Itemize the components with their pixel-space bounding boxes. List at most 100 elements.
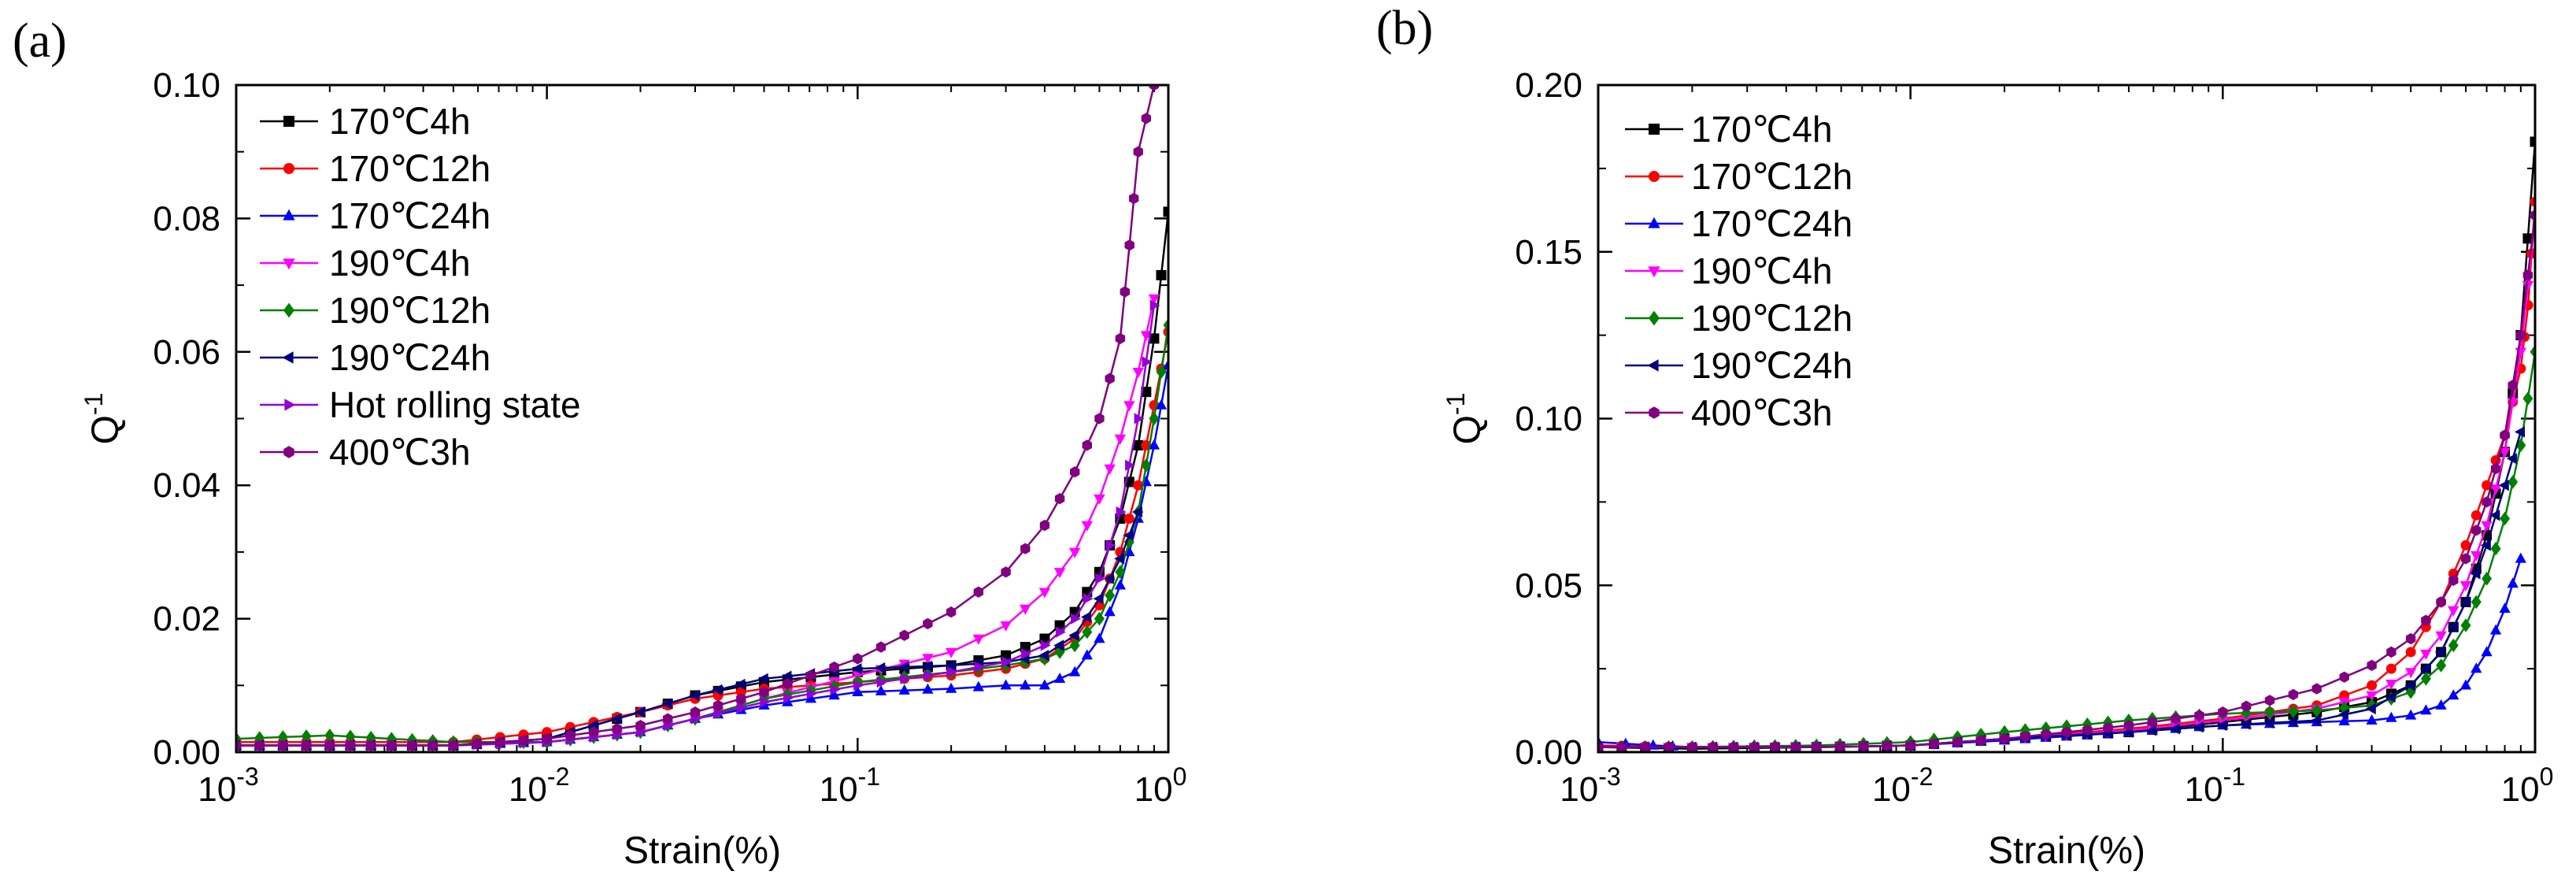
legend-label: 170℃4h xyxy=(329,101,471,142)
legend-item: 170℃24h xyxy=(260,195,490,236)
data-point xyxy=(2217,716,2229,727)
data-point xyxy=(1021,647,1032,660)
data-point xyxy=(2337,709,2348,721)
data-point xyxy=(1598,741,1604,752)
data-point xyxy=(714,707,724,719)
data-point xyxy=(1070,466,1080,478)
data-point xyxy=(972,680,984,691)
data-point xyxy=(2366,691,2378,702)
data-point xyxy=(2506,453,2517,465)
data-point xyxy=(830,684,841,695)
data-point xyxy=(236,740,242,751)
data-point xyxy=(2522,280,2534,291)
data-point xyxy=(806,688,817,699)
data-point xyxy=(1020,543,1031,554)
data-point xyxy=(2470,568,2481,580)
data-point xyxy=(1040,639,1051,651)
data-point xyxy=(1082,439,1092,451)
data-point xyxy=(1115,565,1126,580)
data-point xyxy=(689,689,700,702)
data-point xyxy=(1020,604,1031,615)
data-point xyxy=(1728,741,1739,752)
data-point xyxy=(805,692,817,703)
data-point xyxy=(2471,510,2482,521)
data-point xyxy=(1123,401,1135,412)
data-point xyxy=(1054,645,1065,659)
data-point xyxy=(1114,553,1125,565)
data-point xyxy=(1976,735,1986,747)
data-point xyxy=(1812,741,1822,752)
data-point xyxy=(1105,588,1116,602)
data-point xyxy=(2385,711,2397,722)
data-point xyxy=(875,641,886,653)
data-point xyxy=(2447,621,2458,633)
data-point xyxy=(1133,439,1144,450)
data-point xyxy=(1141,113,1151,124)
data-point xyxy=(757,673,768,684)
data-point xyxy=(2499,602,2511,614)
legend-label: 170℃24h xyxy=(1691,203,1852,244)
data-point xyxy=(277,730,288,744)
data-point xyxy=(1081,649,1093,660)
legend-marker xyxy=(1648,217,1660,228)
data-point xyxy=(852,686,864,696)
data-point xyxy=(2194,710,2204,721)
data-point xyxy=(1790,741,1801,752)
data-point xyxy=(946,682,957,693)
y-tick-label: 0.00 xyxy=(1515,733,1582,772)
data-point xyxy=(2366,714,2378,725)
data-point xyxy=(1929,738,1939,750)
data-point xyxy=(2530,345,2535,359)
data-point xyxy=(828,689,840,700)
legend-item: 170℃12h xyxy=(260,148,490,189)
data-point xyxy=(565,729,576,741)
data-point xyxy=(2471,551,2482,562)
legend-label: 170℃4h xyxy=(1691,109,1833,150)
data-point xyxy=(1083,593,1094,605)
data-point xyxy=(1162,358,1168,369)
data-point xyxy=(345,729,356,743)
data-point xyxy=(427,740,438,751)
data-point xyxy=(1081,611,1091,623)
data-point xyxy=(2460,618,2471,632)
data-point xyxy=(2264,695,2275,706)
data-point xyxy=(2041,721,2052,736)
data-point xyxy=(661,698,672,710)
data-point xyxy=(366,740,376,751)
data-point xyxy=(2421,614,2431,626)
data-point xyxy=(1000,621,1012,632)
data-point xyxy=(1834,741,1845,752)
data-point xyxy=(1664,741,1674,752)
data-point xyxy=(1149,85,1160,91)
data-point xyxy=(875,684,887,695)
data-point xyxy=(1142,356,1153,368)
legend-label: 190℃12h xyxy=(329,290,490,331)
x-tick-label: 10-3 xyxy=(1560,762,1620,809)
data-point xyxy=(2405,709,2417,720)
legend-marker xyxy=(284,399,296,411)
data-point xyxy=(923,617,933,630)
data-point xyxy=(2339,690,2350,701)
series-line xyxy=(236,511,1139,747)
legend-label: 400℃3h xyxy=(329,432,471,473)
data-point xyxy=(635,720,646,732)
data-point xyxy=(2448,574,2459,586)
data-point xyxy=(2365,702,2376,715)
data-point xyxy=(2103,721,2113,734)
data-point xyxy=(2507,577,2519,588)
data-point xyxy=(1094,632,1105,643)
x-axis-title: Strain(%) xyxy=(1988,830,2145,872)
data-point xyxy=(783,678,793,690)
data-point xyxy=(1770,741,1780,752)
x-tick-label: 10-1 xyxy=(2185,762,2245,809)
data-point xyxy=(2310,714,2321,726)
legend-item: 170℃12h xyxy=(1625,156,1852,197)
data-point xyxy=(2489,624,2502,635)
panel-b: (b) 10-3 10-2 10-1 100 0.00 0.05 0.10 0.15 0.20 St… xyxy=(1376,2,2553,872)
data-point xyxy=(2419,663,2430,675)
data-point xyxy=(2385,691,2396,703)
legend-marker xyxy=(283,116,294,127)
data-point xyxy=(2367,659,2377,671)
data-point xyxy=(2367,680,2378,691)
data-point xyxy=(2146,725,2156,736)
